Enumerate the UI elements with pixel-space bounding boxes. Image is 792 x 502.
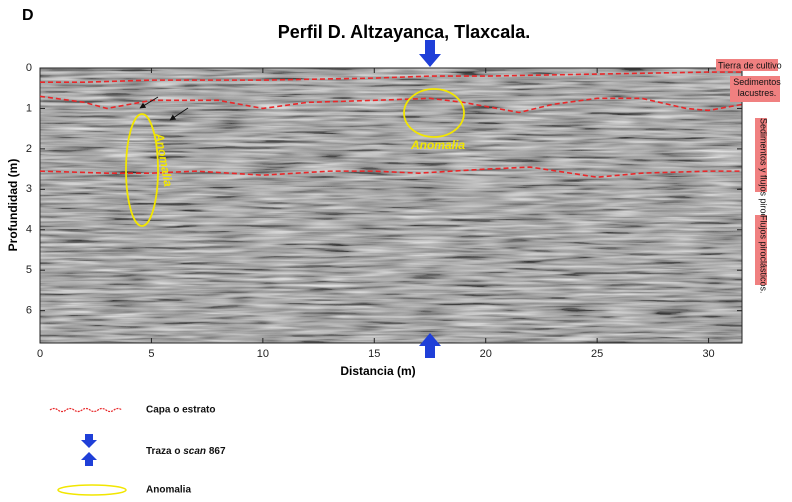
legend: Capa o estrato Traza o scan 867 Anomalia	[49, 405, 226, 496]
side-label-bg	[755, 118, 767, 192]
layer-boundary	[39, 166, 742, 178]
legend-label-part: 867	[206, 446, 226, 457]
pointer-arrow	[139, 96, 159, 109]
layer-boundary	[39, 95, 743, 114]
anomaly-ellipse	[125, 113, 159, 227]
x-tick-label: 30	[702, 348, 714, 360]
x-tick-label: 5	[148, 348, 154, 360]
side-label-bg	[716, 59, 778, 71]
legend-ellipse-swatch	[57, 484, 127, 496]
y-tick-label: 4	[26, 224, 32, 236]
pointer-arrow	[169, 107, 189, 121]
y-tick-label: 5	[26, 264, 32, 276]
plot-frame	[39, 67, 743, 344]
legend-label: Anomalia	[146, 485, 191, 496]
y-tick-label: 1	[26, 102, 32, 114]
y-tick-label: 3	[26, 183, 32, 195]
legend-line-swatch	[49, 407, 123, 413]
side-label: Flujos piroclásticos.	[759, 215, 769, 294]
trace-arrow-down	[419, 40, 441, 67]
layer-boundary	[40, 71, 742, 83]
legend-label: Traza o scan 867	[146, 446, 226, 457]
y-tick-label: 2	[26, 143, 32, 155]
legend-label-part: Traza o	[146, 446, 183, 457]
x-tick-label: 0	[37, 348, 43, 360]
y-tick-label: 0	[26, 62, 32, 74]
side-label-line: lacustres.	[738, 88, 777, 98]
side-label: Tierra de cultivo	[718, 60, 782, 70]
panel-label: D	[22, 7, 34, 24]
x-tick-label: 15	[368, 348, 380, 360]
anomaly-label: Anomalia	[410, 138, 465, 152]
x-tick-label: 25	[591, 348, 603, 360]
side-label-bg	[755, 215, 767, 285]
y-tick-label: 6	[26, 305, 32, 317]
x-tick-label: 20	[480, 348, 492, 360]
x-axis-label: Distancia (m)	[340, 364, 415, 378]
side-label-line: Sedimentos	[733, 77, 781, 87]
x-tick-label: 10	[257, 348, 269, 360]
legend-label: Capa o estrato	[146, 405, 215, 416]
radargram-texture	[40, 68, 742, 343]
chart-title: Perfil D. Altzayanca, Tlaxcala.	[278, 22, 530, 42]
legend-arrow-down	[81, 434, 97, 448]
legend-label-part: scan	[183, 446, 206, 457]
anomaly-ellipse	[403, 88, 465, 138]
side-label-bg	[730, 76, 780, 102]
side-label: Sedimentos lacustres.	[733, 77, 781, 98]
trace-arrow-up	[419, 333, 441, 358]
legend-arrow-up	[81, 452, 97, 466]
y-axis-label: Profundidad (m)	[6, 159, 20, 252]
side-label: Sedimentos y flujos piroclásticos.	[759, 118, 769, 251]
